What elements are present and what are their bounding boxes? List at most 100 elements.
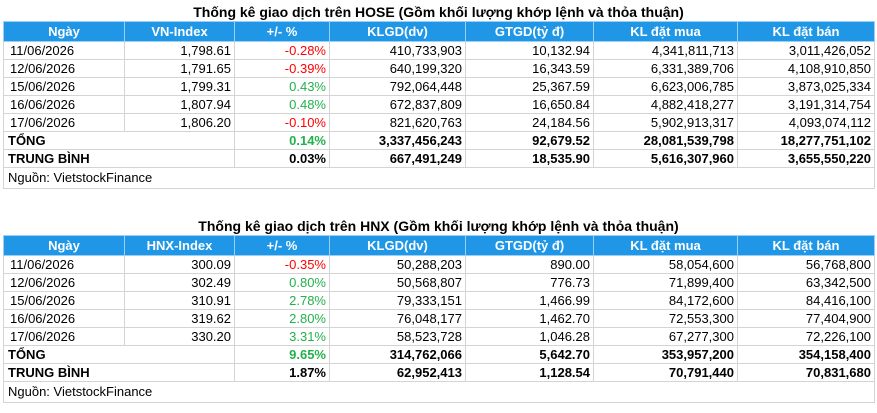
total-row: TỔNG 0.14% 3,337,456,243 92,679.52 28,08…: [3, 131, 875, 150]
hnx-title: Thống kê giao dịch trên HNX (Gồm khối lư…: [198, 218, 679, 234]
cell-klgd: 410,733,903: [329, 41, 466, 60]
cell-kl-mua: 6,331,389,706: [593, 59, 738, 78]
cell-change: -0.10%: [234, 113, 330, 132]
cell-date: 11/06/2026: [3, 41, 125, 60]
cell-change: 0.48%: [234, 95, 330, 114]
cell-date: 15/06/2026: [3, 291, 125, 310]
table-row: 16/06/2026 1,807.94 0.48% 672,837,809 16…: [3, 95, 875, 114]
col-header-klgd: KLGD(dv): [329, 235, 466, 256]
cell-klgd: 672,837,809: [329, 95, 466, 114]
average-row: TRUNG BÌNH 1.87% 62,952,413 1,128.54 70,…: [3, 363, 875, 382]
cell-kl-ban: 77,404,900: [737, 309, 875, 328]
cell-kl-mua: 67,277,300: [593, 327, 738, 346]
hnx-header-row: Ngày HNX-Index +/- % KLGD(dv) GTGD(tỷ đ)…: [3, 235, 875, 256]
col-header-gtgd: GTGD(tỷ đ): [465, 21, 594, 42]
col-header-gtgd: GTGD(tỷ đ): [465, 235, 594, 256]
cell-change: 0.43%: [234, 77, 330, 96]
source-row: Nguồn: VietstockFinance: [3, 167, 875, 189]
cell-gtgd: 1,046.28: [465, 327, 594, 346]
cell-gtgd: 16,343.59: [465, 59, 594, 78]
table-row: 11/06/2026 1,798.61 -0.28% 410,733,903 1…: [3, 41, 875, 60]
cell-kl-ban: 4,108,910,850: [737, 59, 875, 78]
cell-date: 15/06/2026: [3, 77, 125, 96]
cell-index: 300.09: [124, 255, 235, 274]
cell-klgd: 821,620,763: [329, 113, 466, 132]
cell-kl-mua: 4,341,811,713: [593, 41, 738, 60]
source-note: Nguồn: VietstockFinance: [3, 381, 875, 403]
total-klgd: 3,337,456,243: [329, 131, 466, 150]
cell-klgd: 76,048,177: [329, 309, 466, 328]
cell-kl-mua: 71,899,400: [593, 273, 738, 292]
average-gtgd: 1,128.54: [465, 363, 594, 382]
table-row: 17/06/2026 1,806.20 -0.10% 821,620,763 2…: [3, 113, 875, 132]
average-kl-mua: 5,616,307,960: [593, 149, 738, 168]
table-row: 12/06/2026 302.49 0.80% 50,568,807 776.7…: [3, 273, 875, 292]
col-header-index: HNX-Index: [124, 235, 235, 256]
cell-index: 1,791.65: [124, 59, 235, 78]
cell-date: 11/06/2026: [3, 255, 125, 274]
cell-kl-ban: 4,093,074,112: [737, 113, 875, 132]
cell-kl-ban: 3,873,025,334: [737, 77, 875, 96]
table-row: 11/06/2026 300.09 -0.35% 50,288,203 890.…: [3, 255, 875, 274]
average-klgd: 667,491,249: [329, 149, 466, 168]
average-gtgd: 18,535.90: [465, 149, 594, 168]
cell-kl-ban: 63,342,500: [737, 273, 875, 292]
col-header-klgd: KLGD(dv): [329, 21, 466, 42]
average-kl-mua: 70,791,440: [593, 363, 738, 382]
hose-table: Ngày VN-Index +/- % KLGD(dv) GTGD(tỷ đ) …: [3, 21, 875, 189]
cell-gtgd: 16,650.84: [465, 95, 594, 114]
cell-kl-mua: 4,882,418,277: [593, 95, 738, 114]
cell-gtgd: 890.00: [465, 255, 594, 274]
col-header-change: +/- %: [234, 235, 330, 256]
cell-kl-mua: 84,172,600: [593, 291, 738, 310]
cell-gtgd: 776.73: [465, 273, 594, 292]
cell-index: 1,807.94: [124, 95, 235, 114]
source-row: Nguồn: VietstockFinance: [3, 381, 875, 403]
hose-title: Thống kê giao dịch trên HOSE (Gồm khối l…: [193, 4, 684, 20]
total-kl-ban: 18,277,751,102: [737, 131, 875, 150]
total-gtgd: 92,679.52: [465, 131, 594, 150]
average-klgd: 62,952,413: [329, 363, 466, 382]
cell-gtgd: 10,132.94: [465, 41, 594, 60]
cell-index: 310.91: [124, 291, 235, 310]
table-row: 12/06/2026 1,791.65 -0.39% 640,199,320 1…: [3, 59, 875, 78]
cell-index: 1,806.20: [124, 113, 235, 132]
cell-klgd: 58,523,728: [329, 327, 466, 346]
cell-change: -0.35%: [234, 255, 330, 274]
cell-date: 16/06/2026: [3, 309, 125, 328]
hnx-table: Ngày HNX-Index +/- % KLGD(dv) GTGD(tỷ đ)…: [3, 235, 875, 403]
col-header-kl-ban: KL đặt bán: [737, 21, 875, 42]
average-label: TRUNG BÌNH: [3, 363, 235, 382]
table-row: 15/06/2026 310.91 2.78% 79,333,151 1,466…: [3, 291, 875, 310]
average-kl-ban: 70,831,680: [737, 363, 875, 382]
cell-date: 17/06/2026: [3, 327, 125, 346]
average-change: 0.03%: [234, 149, 330, 168]
cell-index: 1,798.61: [124, 41, 235, 60]
table-row: 15/06/2026 1,799.31 0.43% 792,064,448 25…: [3, 77, 875, 96]
cell-index: 302.49: [124, 273, 235, 292]
cell-change: -0.28%: [234, 41, 330, 60]
hnx-stats-block: Thống kê giao dịch trên HNX (Gồm khối lư…: [3, 217, 875, 403]
cell-kl-ban: 84,416,100: [737, 291, 875, 310]
total-row: TỔNG 9.65% 314,762,066 5,642.70 353,957,…: [3, 345, 875, 364]
cell-kl-mua: 72,553,300: [593, 309, 738, 328]
cell-gtgd: 24,184.56: [465, 113, 594, 132]
cell-kl-mua: 58,054,600: [593, 255, 738, 274]
cell-gtgd: 1,466.99: [465, 291, 594, 310]
cell-change: 2.78%: [234, 291, 330, 310]
cell-klgd: 50,288,203: [329, 255, 466, 274]
cell-klgd: 640,199,320: [329, 59, 466, 78]
cell-kl-ban: 72,226,100: [737, 327, 875, 346]
hose-stats-block: Thống kê giao dịch trên HOSE (Gồm khối l…: [3, 3, 875, 189]
total-change: 9.65%: [234, 345, 330, 364]
source-note: Nguồn: VietstockFinance: [3, 167, 875, 189]
average-kl-ban: 3,655,550,220: [737, 149, 875, 168]
total-label: TỔNG: [3, 345, 235, 364]
cell-change: 3.31%: [234, 327, 330, 346]
col-header-kl-ban: KL đặt bán: [737, 235, 875, 256]
col-header-date: Ngày: [3, 21, 125, 42]
total-klgd: 314,762,066: [329, 345, 466, 364]
col-header-date: Ngày: [3, 235, 125, 256]
total-label: TỔNG: [3, 131, 235, 150]
col-header-index: VN-Index: [124, 21, 235, 42]
